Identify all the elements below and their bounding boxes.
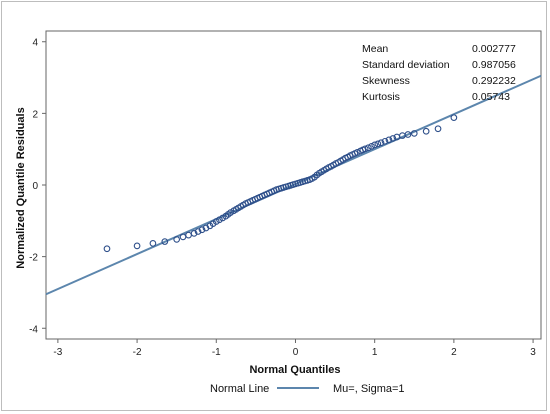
- stat-value-mean: 0.002777: [472, 43, 516, 55]
- stat-value-kurtosis: 0.05743: [472, 91, 510, 103]
- data-point: [194, 228, 202, 235]
- y-axis: -4 -2 0 2 4: [29, 38, 46, 335]
- x-axis-title: Normal Quantiles: [249, 364, 340, 376]
- y-axis-title: Normalized Quantile Residuals: [15, 107, 27, 268]
- x-tick-label: 3: [530, 347, 536, 358]
- data-point: [377, 139, 385, 147]
- data-point: [404, 131, 412, 138]
- stat-label-std: Standard deviation: [362, 59, 450, 71]
- y-tick-label: 0: [32, 181, 38, 192]
- y-tick-label: 2: [32, 109, 38, 120]
- data-point: [361, 145, 369, 153]
- y-tick-label: 4: [32, 38, 38, 49]
- data-point: [190, 229, 198, 237]
- data-point: [353, 149, 361, 156]
- data-point: [368, 142, 375, 150]
- data-point: [389, 135, 397, 142]
- data-point: [410, 130, 418, 137]
- legend-title: Normal Line: [210, 383, 269, 395]
- data-point: [179, 233, 187, 241]
- stat-label-kurtosis: Kurtosis: [362, 91, 400, 103]
- x-axis: -3 -2 -1 0 1 2 3: [53, 339, 536, 358]
- data-point: [133, 242, 141, 250]
- legend-entry: Mu=, Sigma=1: [333, 383, 405, 395]
- data-point: [434, 125, 442, 133]
- data-points: [103, 114, 458, 253]
- y-tick-label: -2: [29, 253, 38, 264]
- stat-value-std: 0.987056: [472, 59, 516, 71]
- data-point: [450, 114, 458, 122]
- x-tick-label: 1: [372, 347, 378, 358]
- data-point: [198, 226, 206, 234]
- x-tick-label: -3: [53, 347, 62, 358]
- stat-value-skewness: 0.292232: [472, 75, 516, 87]
- legend: Normal Line Mu=, Sigma=1: [210, 383, 405, 395]
- data-point: [422, 127, 430, 135]
- data-point: [103, 245, 111, 253]
- data-point: [364, 144, 372, 152]
- data-point: [161, 238, 169, 245]
- data-point: [385, 136, 393, 144]
- stat-label-skewness: Skewness: [362, 75, 410, 87]
- x-tick-label: -1: [212, 347, 221, 358]
- x-tick-label: -2: [133, 347, 142, 358]
- data-point: [149, 240, 157, 247]
- data-point: [185, 231, 192, 239]
- data-point: [381, 137, 389, 145]
- stats-inset: Mean 0.002777 Standard deviation 0.98705…: [362, 43, 516, 103]
- x-tick-label: 0: [293, 347, 299, 358]
- data-point: [173, 236, 181, 243]
- stat-label-mean: Mean: [362, 43, 388, 55]
- x-tick-label: 2: [451, 347, 457, 358]
- data-point: [371, 141, 379, 149]
- data-point: [374, 140, 382, 148]
- y-tick-label: -4: [29, 324, 38, 335]
